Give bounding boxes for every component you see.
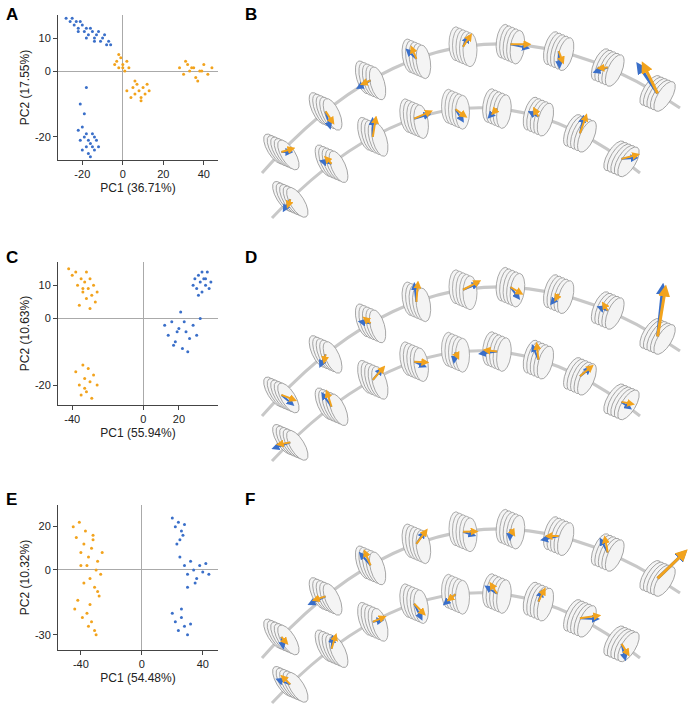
svg-text:E: E xyxy=(6,490,17,509)
svg-text:F: F xyxy=(245,490,255,509)
svg-text:40: 40 xyxy=(198,168,210,180)
svg-text:D: D xyxy=(245,248,257,267)
svg-text:0: 0 xyxy=(140,413,146,425)
svg-text:-20: -20 xyxy=(35,131,51,143)
svg-text:-40: -40 xyxy=(73,658,89,670)
svg-text:PC2 (10.63%): PC2 (10.63%) xyxy=(18,296,32,371)
svg-text:PC2 (17.55%): PC2 (17.55%) xyxy=(18,50,32,125)
svg-text:0: 0 xyxy=(45,564,51,576)
svg-text:10: 10 xyxy=(39,279,51,291)
svg-text:PC1 (54.48%): PC1 (54.48%) xyxy=(100,671,175,685)
svg-text:PC1 (55.94%): PC1 (55.94%) xyxy=(100,426,175,440)
svg-text:20: 20 xyxy=(157,168,169,180)
svg-text:0: 0 xyxy=(45,65,51,77)
svg-text:PC2 (10.32%): PC2 (10.32%) xyxy=(18,540,32,615)
svg-text:-20: -20 xyxy=(35,379,51,391)
svg-text:C: C xyxy=(6,248,18,267)
svg-text:40: 40 xyxy=(197,658,209,670)
svg-text:PC1 (36.71%): PC1 (36.71%) xyxy=(100,181,175,195)
svg-text:20: 20 xyxy=(173,413,185,425)
svg-text:B: B xyxy=(245,5,257,24)
svg-text:-40: -40 xyxy=(64,413,80,425)
svg-text:0: 0 xyxy=(139,658,145,670)
svg-text:0: 0 xyxy=(45,312,51,324)
svg-text:-20: -20 xyxy=(74,168,90,180)
svg-text:A: A xyxy=(6,5,18,24)
svg-text:10: 10 xyxy=(39,32,51,44)
svg-text:20: 20 xyxy=(39,520,51,532)
svg-text:0: 0 xyxy=(120,168,126,180)
svg-text:-30: -30 xyxy=(35,629,51,641)
